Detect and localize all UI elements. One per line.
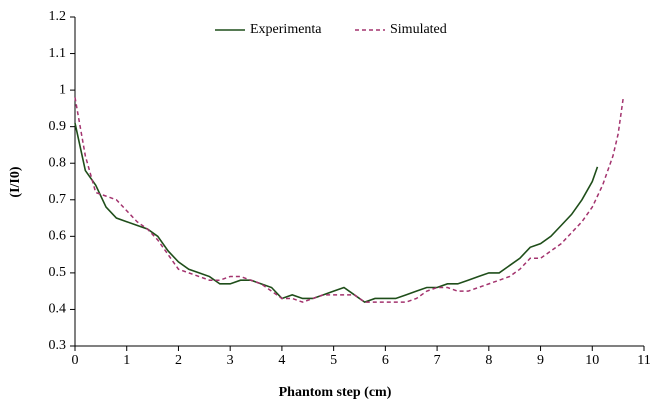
series-line	[74, 122, 599, 304]
y-tick-label: 0.3	[49, 338, 67, 353]
x-tick-label: 7	[434, 353, 441, 368]
y-tick-label: 1.1	[49, 46, 67, 61]
x-tick-label: 4	[278, 353, 285, 368]
series-line	[74, 97, 625, 303]
y-tick-label: 0.4	[49, 302, 67, 317]
x-tick-label: 10	[585, 353, 599, 368]
y-tick-label: 0.7	[49, 192, 67, 207]
y-tick-label: 0.9	[49, 119, 67, 134]
x-axis-label: Phantom step (cm)	[279, 385, 392, 400]
x-tick-label: 8	[485, 353, 492, 368]
x-tick-label: 1	[123, 353, 130, 368]
x-tick-label: 6	[382, 353, 389, 368]
y-tick-label: 1	[59, 82, 66, 97]
legend-label: Experimenta	[250, 22, 322, 37]
x-tick-label: 2	[175, 353, 182, 368]
y-tick-label: 1.2	[49, 9, 67, 24]
y-tick-label: 0.6	[49, 229, 67, 244]
x-tick-label: 3	[227, 353, 234, 368]
y-tick-label: 0.5	[49, 265, 67, 280]
legend-label: Simulated	[390, 22, 447, 37]
y-tick-label: 0.8	[49, 155, 67, 170]
x-tick-label: 11	[637, 353, 650, 368]
x-tick-label: 0	[72, 353, 79, 368]
x-tick-label: 9	[537, 353, 544, 368]
y-axis-label: (I/I0)	[8, 166, 23, 197]
x-tick-label: 5	[330, 353, 337, 368]
